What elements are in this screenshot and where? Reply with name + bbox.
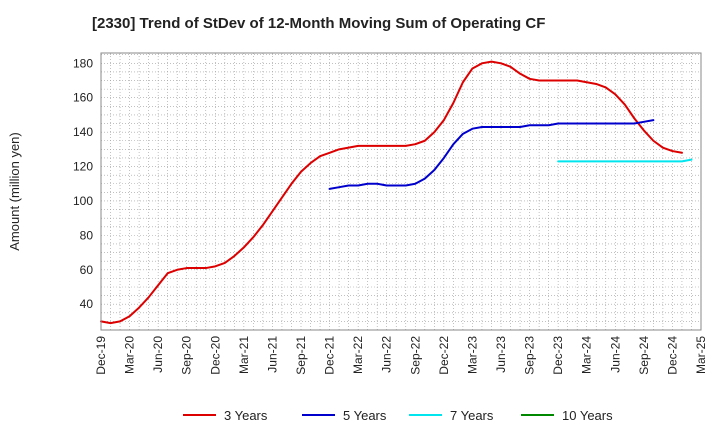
x-tick-label: Mar-25: [694, 336, 708, 374]
x-tick-label: Jun-20: [151, 336, 165, 373]
x-tick-label: Jun-22: [380, 336, 394, 373]
x-tick-label: Mar-22: [351, 336, 365, 374]
x-tick-label: Jun-21: [265, 336, 279, 373]
y-tick-label: 120: [73, 160, 93, 174]
chart-title: [2330] Trend of StDev of 12-Month Moving…: [92, 15, 545, 32]
x-tick-label: Jun-23: [494, 336, 508, 373]
legend-label-7-years: 7 Years: [450, 408, 494, 423]
x-tick-label: Sep-20: [180, 336, 194, 375]
y-tick-label: 80: [80, 228, 94, 242]
x-tick-label: Sep-22: [408, 336, 422, 375]
x-tick-label: Dec-21: [323, 336, 337, 375]
y-tick-label: 100: [73, 194, 93, 208]
y-axis-ticks: 40 60 80 100 120 140 160 180: [73, 56, 93, 311]
series-line-7-years: [557, 158, 693, 163]
x-tick-label: Dec-23: [551, 336, 565, 375]
x-tick-label: Dec-22: [437, 336, 451, 375]
x-tick-label: Dec-20: [208, 336, 222, 375]
x-tick-label: Sep-24: [637, 336, 651, 375]
y-axis-label: Amount (million yen): [7, 132, 22, 251]
series-line-5-years: [328, 119, 655, 190]
legend-label-3-years: 3 Years: [224, 408, 268, 423]
legend-label-10-years: 10 Years: [562, 408, 613, 423]
x-tick-label: Dec-24: [665, 336, 679, 375]
x-tick-label: Mar-24: [580, 336, 594, 374]
x-tick-label: Sep-23: [523, 336, 537, 375]
y-tick-label: 40: [80, 297, 94, 311]
grid: [100, 53, 702, 330]
x-tick-label: Mar-21: [237, 336, 251, 374]
x-tick-label: Dec-19: [94, 336, 108, 375]
legend: 3 Years 5 Years 7 Years 10 Years: [183, 408, 613, 423]
y-tick-label: 180: [73, 56, 93, 70]
plot-frame: [100, 52, 702, 331]
y-tick-label: 140: [73, 125, 93, 139]
y-tick-label: 160: [73, 91, 93, 105]
x-axis-ticks: Dec-19 Mar-20 Jun-20 Sep-20 Dec-20 Mar-21 Jun-…: [94, 336, 708, 375]
series-line-3-years: [100, 60, 683, 325]
x-tick-label: Jun-24: [608, 336, 622, 373]
y-tick-label: 60: [80, 263, 94, 277]
x-tick-label: Mar-20: [123, 336, 137, 374]
series-layer: [100, 60, 693, 325]
legend-label-5-years: 5 Years: [343, 408, 387, 423]
x-tick-label: Mar-23: [465, 336, 479, 374]
x-tick-label: Sep-21: [294, 336, 308, 375]
